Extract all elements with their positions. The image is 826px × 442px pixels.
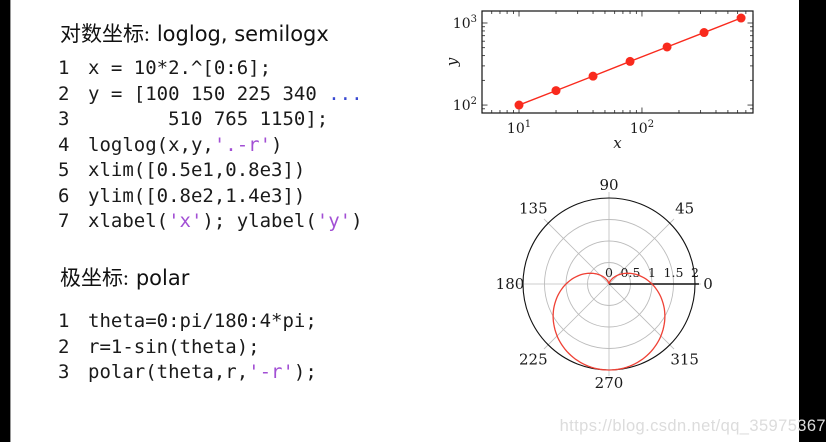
polar-angle-label: 45 [675,199,694,217]
code-text: loglog(x,y,'.-r') [88,133,283,156]
polar-angle-label: 180 [496,275,525,293]
section-title-polar-zh: 极坐标: [60,266,129,290]
code-text: polar(theta,r,'-r'); [88,361,317,383]
polar-angle-label: 270 [595,374,624,392]
code-text: theta=0:pi/180:4*pi; [88,310,317,332]
polar-angle-label: 90 [599,176,618,194]
polar-r-tick-label: 1.5 [664,265,684,280]
polar-grid-circle [544,219,674,349]
code-line: 6 ylim([0.8e2,1.4e3]) [58,184,363,210]
polar-r-tick-label: 1 [648,265,656,280]
letterbox-right [799,0,826,442]
code-line: 4 loglog(x,y,'.-r') [58,133,363,159]
polar-angle-label: 315 [670,351,699,369]
polar-r-tick-label: 2 [691,265,699,280]
loglog-data-marker [662,42,672,52]
code-text: x = 10*2.^[0:6]; [88,57,272,79]
line-number: 1 [58,310,70,332]
y-tick-label: 103 [453,14,477,32]
code-text: 510 765 1150]; [88,108,329,130]
polar-r-tick-label: 0.5 [621,265,641,280]
code-line: 1 theta=0:pi/180:4*pi; [58,309,317,335]
line-number: 3 [58,361,70,383]
line-number: 2 [58,82,70,105]
loglog-data-line [518,17,742,106]
polar-angle-label: 225 [519,351,548,369]
section-title-loglog-en: loglog, semilogx [156,22,329,46]
loglog-data-marker [514,100,524,110]
code-block-polar: 1 theta=0:pi/180:4*pi; 2 r=1-sin(theta); 3 po… [58,309,317,386]
code-line: 1 x = 10*2.^[0:6]; [58,56,363,82]
polar-plot: 0 45 90 135 180 225 270 315 0 0.5 1 1.5 2 [496,176,713,392]
polar-angle-label: 0 [703,275,713,293]
polar-grid-spoke [608,218,675,285]
polar-grid-spoke [543,218,610,285]
polar-angle-label: 135 [519,199,548,217]
code-text: xlabel('x'); ylabel('y') [88,210,363,232]
loglog-data-marker [736,13,746,23]
x-tick-label: 102 [630,119,654,137]
polar-r-tick-label: 0 [605,265,613,280]
code-block-loglog: 1 x = 10*2.^[0:6]; 2 y = [100 150 225 340 .… [58,56,363,235]
code-text: r=1-sin(theta); [88,335,260,358]
letterbox-left [0,0,11,442]
code-line: 3 polar(theta,r,'-r'); [58,360,317,386]
polar-grid-circle [587,262,631,306]
polar-grid-circle [565,240,653,328]
code-line: 2 y = [100 150 225 340 ... [58,82,363,108]
line-number: 7 [58,210,70,232]
line-number: 1 [58,57,70,79]
section-title-loglog-zh: 对数坐标: [60,22,150,46]
loglog-data-marker [625,56,635,66]
section-title-loglog: 对数坐标: loglog, semilogx [60,18,329,48]
section-title-polar-en: polar [135,266,190,290]
code-line: 7 xlabel('x'); ylabel('y') [58,209,363,235]
line-number: 6 [58,184,70,207]
code-text: xlim([0.5e1,0.8e3]) [88,159,306,181]
polar-data-curve [552,272,666,371]
polar-grid-spoke [543,283,610,350]
line-number: 2 [58,335,70,358]
code-line: 2 r=1-sin(theta); [58,335,317,361]
line-number: 4 [58,133,70,156]
loglog-axes-box [481,10,754,114]
watermark: https://blog.csdn.net/qq_35975367 [559,417,826,435]
line-number: 5 [58,159,70,181]
loglog-data-marker [551,86,561,96]
loglog-data-marker [588,71,598,81]
code-line: 5 xlim([0.5e1,0.8e3]) [58,158,363,184]
loglog-plot: 101 102 102 103 x y [443,10,754,152]
section-title-polar: 极坐标: polar [60,262,189,292]
y-tick-label: 102 [453,96,477,114]
loglog-data-marker [699,28,709,38]
y-axis-label: y [443,57,461,67]
polar-grid-spoke [608,283,675,350]
code-text: y = [100 150 225 340 ... [88,82,363,105]
code-line: 3 510 765 1150]; [58,107,363,133]
polar-outer-circle [522,197,696,371]
x-axis-label: x [613,134,622,152]
line-number: 3 [58,108,70,130]
code-text: ylim([0.8e2,1.4e3]) [88,184,306,207]
x-tick-label: 101 [507,119,531,137]
